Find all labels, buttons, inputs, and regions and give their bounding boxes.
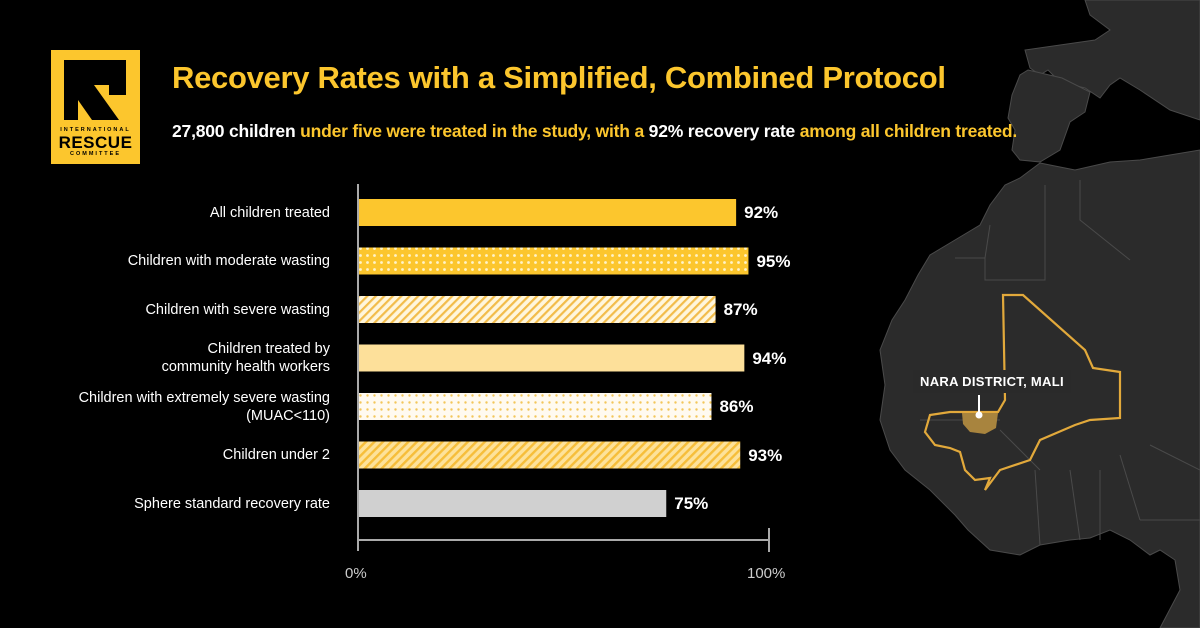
category-label: Children with moderate wasting (128, 252, 330, 270)
logo-text-committee: COMMITTEE (70, 151, 121, 157)
irc-logo: INTERNATIONAL RESCUE COMMITTEE (51, 50, 140, 164)
chart-title: Recovery Rates with a Simplified, Combin… (172, 60, 946, 95)
category-label-line: Sphere standard recovery rate (134, 495, 330, 512)
category-label-line: Children with extremely severe wasting (78, 389, 330, 406)
mali-outline (923, 293, 1122, 491)
logo-text-rescue: RESCUE (58, 133, 133, 152)
nara-location-marker (975, 411, 983, 419)
subtitle-part: under five were treated in the study, wi… (300, 121, 649, 141)
bar-value-label: 94% (752, 348, 787, 368)
nara-district-area (962, 413, 998, 434)
map-callout-label: NARA DISTRICT, MALI (913, 370, 1071, 393)
subtitle-part: among all children treated. (799, 121, 1018, 141)
category-label-line: Children under 2 (222, 447, 330, 463)
iberia-landmass (1007, 69, 1091, 163)
category-label: Children with severe wasting (145, 301, 330, 319)
bar (359, 441, 741, 469)
bar (359, 247, 749, 275)
bar (359, 393, 712, 420)
chart-subtitle: 27,800 children under five were treated … (172, 121, 1017, 142)
category-label: Children with extremely severe wasting (M… (79, 389, 330, 425)
bar (359, 344, 745, 372)
bar-value-label: 75% (674, 494, 709, 513)
bar-value-label: 93% (748, 445, 783, 465)
x-tick-label: 100% (747, 565, 786, 582)
x-tick-label: 0% (345, 565, 367, 582)
category-label: Sphere standard recovery rate (134, 495, 330, 513)
bar-value-label: 95% (756, 251, 791, 271)
category-label-line: Children with moderate wasting (127, 253, 330, 269)
bar (359, 199, 737, 226)
bar-value-label: 86% (719, 397, 754, 416)
category-label: Children under 2 (223, 446, 330, 464)
category-label: Children treated by community health work… (162, 340, 330, 376)
bar (359, 296, 716, 323)
category-label-line: All children treated (209, 204, 330, 221)
logo-text-international: INTERNATIONAL (60, 127, 131, 133)
bar-value-label: 87% (723, 300, 758, 319)
irc-arrow-icon (64, 60, 126, 120)
category-label-line: community health workers (161, 359, 330, 375)
category-label: All children treated (210, 204, 330, 222)
category-label-line: Children with severe wasting (145, 301, 330, 318)
bar-value-label: 92% (744, 203, 779, 222)
country-borders (920, 180, 1200, 546)
category-label-line: Children treated by (207, 341, 330, 357)
subtitle-part: 92% recovery rate (648, 121, 800, 141)
subtitle-part: 27,800 children (172, 121, 301, 141)
category-label-line: (MUAC<110) (246, 407, 330, 424)
bar (359, 490, 667, 517)
